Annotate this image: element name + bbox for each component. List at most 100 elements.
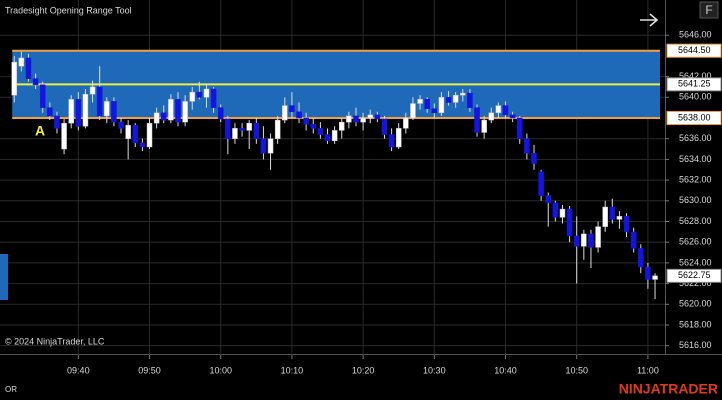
candle-body — [75, 99, 82, 127]
candle-body — [246, 122, 252, 131]
candle-body — [267, 138, 274, 154]
candle-body — [573, 235, 580, 247]
menu-button-label[interactable]: F — [705, 3, 712, 17]
candle-body — [410, 103, 416, 119]
candle-body — [524, 138, 530, 154]
candle-body — [175, 99, 181, 123]
candle-body — [39, 84, 46, 108]
x-tick-label: 10:30 — [423, 365, 446, 375]
candle-body — [317, 128, 324, 135]
candle-body — [438, 97, 445, 114]
candle-body — [18, 57, 25, 67]
opening-range — [12, 49, 661, 119]
candle-body — [538, 171, 544, 196]
candles — [11, 51, 658, 300]
candle-body — [652, 275, 658, 280]
y-tick-label: 5618.00 — [679, 319, 712, 329]
candle-body — [374, 114, 381, 120]
candle-body — [595, 226, 601, 248]
candle-body — [566, 208, 573, 237]
candle-body — [403, 117, 409, 129]
y-tick-label: 5616.00 — [679, 340, 712, 350]
candle-body — [509, 114, 516, 119]
brand: NINJATRADER — [619, 381, 718, 397]
y-tick-label: 5642.00 — [679, 71, 712, 81]
candle-body — [139, 142, 146, 148]
candle-body — [25, 57, 32, 79]
candle-body — [339, 121, 345, 131]
candle-body — [217, 107, 224, 120]
candle-body — [189, 91, 195, 102]
candle-body — [417, 99, 423, 104]
y-tick-label: 5626.00 — [679, 237, 712, 247]
candle-body — [232, 128, 238, 139]
candle-body — [609, 206, 616, 220]
candle-body — [324, 134, 331, 142]
panel-label: OR — [5, 385, 17, 394]
copyright: © 2024 NinjaTrader, LLC — [5, 336, 105, 346]
candle-body — [82, 93, 89, 127]
candle-body — [153, 112, 160, 124]
candle-body — [616, 216, 623, 220]
candle-body — [602, 206, 608, 227]
candle-body — [89, 86, 96, 95]
candle-body — [111, 101, 117, 123]
candle-body — [282, 105, 288, 121]
candle-body — [552, 202, 559, 218]
candle-body — [395, 128, 402, 148]
candle-body — [253, 122, 260, 139]
candle-body — [68, 99, 74, 124]
candle-body — [588, 233, 594, 248]
price-label: 5641.25 — [678, 79, 711, 89]
candle-body — [303, 117, 309, 125]
side-tab[interactable] — [0, 254, 8, 300]
candle-body — [581, 233, 587, 247]
y-tick-label: 5632.00 — [679, 174, 712, 184]
candle-body — [623, 216, 630, 233]
price-label: 5622.75 — [678, 270, 711, 280]
y-tick-label: 5624.00 — [679, 257, 712, 267]
candle-body — [353, 115, 359, 123]
x-tick-label: 09:40 — [67, 365, 90, 375]
candle-body — [474, 107, 480, 133]
candle-body — [104, 101, 110, 117]
marker-label: A — [35, 123, 45, 139]
candle-body — [96, 86, 103, 117]
candle-body — [203, 88, 210, 98]
candle-body — [210, 88, 217, 108]
price-label-box — [666, 43, 722, 58]
x-tick-label: 10:00 — [209, 365, 232, 375]
price-label-box — [666, 77, 722, 92]
candle-body — [331, 130, 338, 142]
y-tick-label: 5620.00 — [679, 299, 712, 309]
candle-body — [61, 122, 67, 150]
candle-body — [47, 107, 53, 117]
arrow-icon[interactable] — [640, 13, 659, 27]
candle-body — [630, 231, 637, 249]
y-tick-label: 5628.00 — [679, 216, 712, 226]
candle-body — [638, 248, 644, 268]
candle-body — [495, 105, 502, 114]
candle-body — [502, 105, 509, 116]
candle-body — [260, 138, 267, 154]
candle-body — [289, 105, 295, 113]
y-tick-label: 5634.00 — [679, 154, 712, 164]
price-label-box — [666, 110, 722, 125]
candle-body — [481, 119, 487, 133]
candle-body — [645, 266, 651, 280]
y-tick-label: 5640.00 — [679, 92, 712, 102]
candle-body — [11, 61, 17, 96]
candle-body — [381, 118, 388, 135]
candle-body — [531, 152, 537, 164]
y-tick-label: 5630.00 — [679, 195, 712, 205]
x-tick-label: 10:50 — [565, 365, 588, 375]
candle-body — [168, 99, 174, 121]
y-tick-label: 5636.00 — [679, 133, 712, 143]
y-tick-label: 5622.00 — [679, 278, 712, 288]
candle-body — [388, 134, 395, 148]
candle-body — [132, 124, 139, 144]
menu-button[interactable] — [699, 1, 719, 19]
candle-body — [360, 117, 366, 123]
candle-body — [32, 78, 39, 86]
